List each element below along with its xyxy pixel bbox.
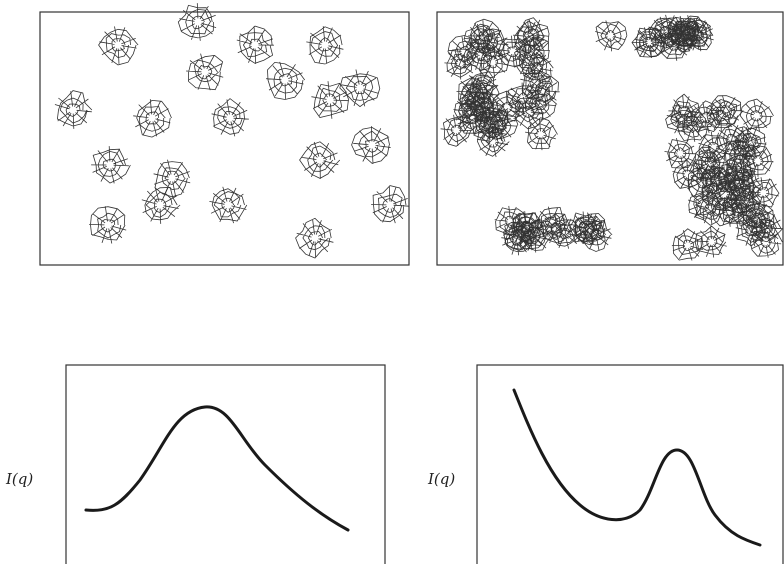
- panel-dispersed: [39, 11, 410, 266]
- micelle: [266, 61, 306, 100]
- micelle: [447, 35, 480, 69]
- micelle: [351, 126, 391, 164]
- aggregated-micelles: [440, 14, 784, 261]
- micelle: [141, 186, 181, 224]
- micelle: [672, 158, 704, 191]
- micelle: [647, 16, 682, 49]
- micelle: [671, 228, 704, 261]
- scattering-curve-right: [512, 388, 762, 547]
- micelle: [694, 225, 727, 258]
- micelle: [706, 178, 741, 211]
- y-axis-label: I(q): [427, 470, 455, 488]
- plot-frame-left: [65, 364, 386, 564]
- micelle: [519, 221, 551, 253]
- micelle: [54, 90, 93, 129]
- micelle: [742, 202, 775, 234]
- micelle: [668, 93, 700, 128]
- micelle: [472, 111, 505, 144]
- dispersed-micelles: [54, 3, 409, 259]
- micelle: [742, 145, 774, 177]
- micelle: [295, 217, 334, 259]
- micelle: [525, 117, 558, 151]
- micelle: [133, 99, 172, 138]
- micelle: [299, 141, 341, 179]
- y-axis-label: I(q): [5, 470, 33, 488]
- micelle: [153, 159, 191, 198]
- plot-frame-right: [476, 364, 784, 564]
- micelle: [339, 69, 381, 108]
- micelle: [595, 20, 628, 52]
- panel-aggregated: [436, 11, 784, 266]
- micelle: [209, 186, 248, 224]
- micelle: [463, 23, 496, 55]
- micelle: [211, 98, 249, 137]
- micelle: [89, 206, 127, 244]
- micelle: [236, 25, 274, 64]
- micelle: [631, 27, 665, 58]
- micelle: [177, 3, 217, 41]
- micelle: [574, 212, 606, 246]
- micelle: [506, 82, 539, 115]
- micelle: [694, 191, 727, 226]
- micelle: [689, 100, 722, 133]
- micelle: [98, 26, 139, 66]
- micelle: [444, 48, 476, 80]
- micelle: [698, 131, 731, 164]
- micelle: [91, 146, 131, 184]
- micelle: [311, 81, 350, 119]
- micelle: [371, 185, 409, 224]
- micelle: [186, 53, 224, 91]
- micelle: [456, 76, 489, 109]
- scattering-curve-left: [84, 405, 350, 532]
- micelle: [306, 26, 344, 65]
- micelle: [512, 20, 545, 54]
- micelle: [739, 98, 774, 132]
